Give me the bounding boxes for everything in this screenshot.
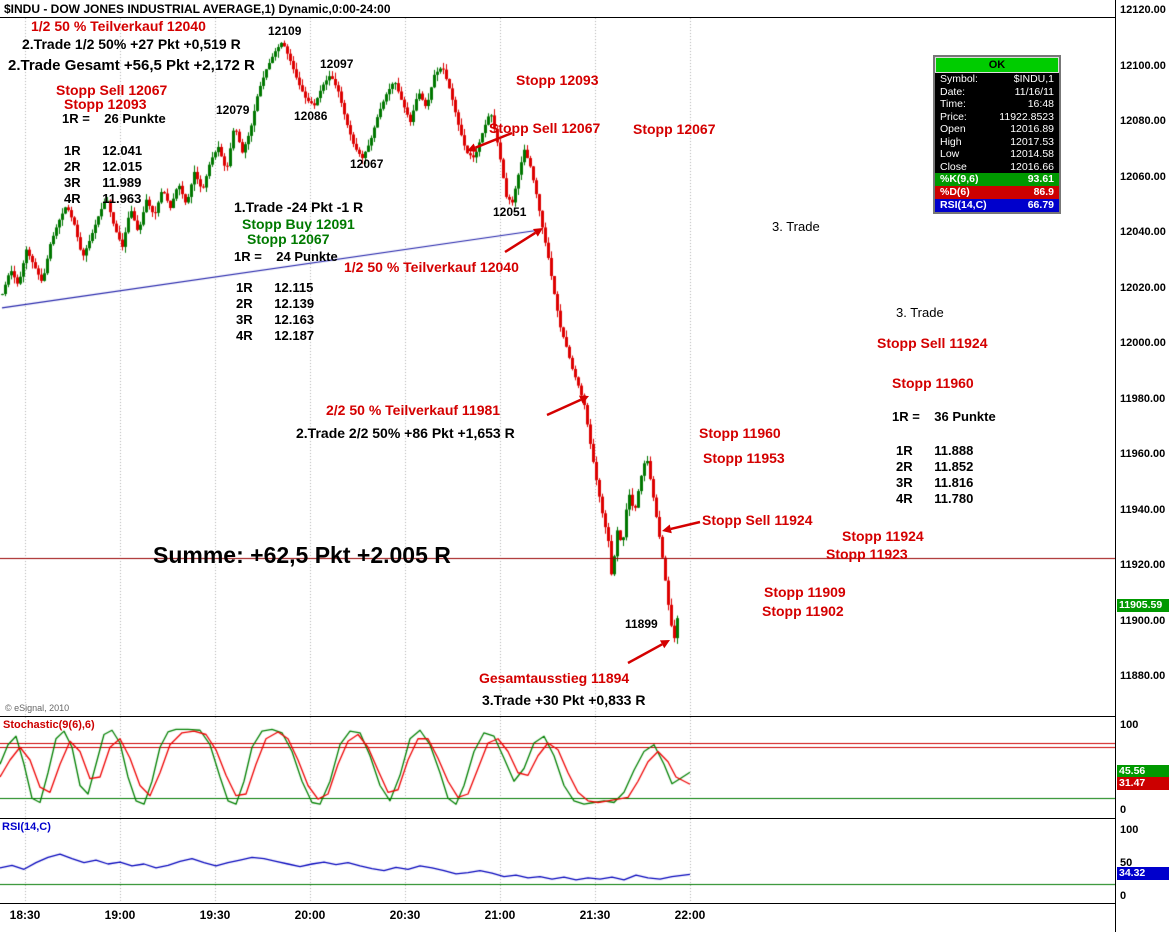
rsi-axis-label: 50	[1120, 857, 1133, 869]
stoch-axis-label: 100	[1120, 719, 1139, 731]
data-window-row: Symbol: $INDU,1	[935, 73, 1059, 86]
time-axis-label: 20:30	[389, 908, 421, 922]
data-window-header: OK	[935, 57, 1059, 73]
data-window-rows: Symbol: $INDU,1 Date: 11/16/11 Time: 16:48 Pri…	[935, 73, 1059, 212]
rsi-value-box: 34.32	[1117, 867, 1169, 880]
data-window-indicator-row: %D(6) 86.9	[935, 186, 1059, 199]
indicator-row-value: 93.61	[1027, 173, 1054, 185]
data-window-row-label: Time:	[940, 98, 966, 110]
data-window-row-value: 12016.66	[1010, 160, 1054, 173]
data-window-row: Price: 11922.8523	[935, 111, 1059, 124]
rsi-axis-label: 100	[1120, 824, 1139, 836]
data-window-indicator-row: RSI(14,C) 66.79	[935, 199, 1059, 212]
esignal-copyright: © eSignal, 2010	[5, 703, 70, 713]
price-axis-label: 12080.00	[1120, 115, 1166, 127]
price-axis-label: 12120.00	[1120, 4, 1166, 16]
data-window-row-value: 12016.89	[1010, 123, 1054, 135]
data-window-row-value: $INDU,1	[1013, 73, 1054, 85]
price-axis-label: 11960.00	[1120, 448, 1166, 460]
time-axis-label: 19:00	[104, 908, 136, 922]
time-axis-label: 22:00	[674, 908, 706, 922]
data-window-row-value: 11922.8523	[999, 110, 1054, 123]
data-window-row-value: 11/16/11	[1014, 85, 1054, 98]
data-window[interactable]: OK Symbol: $INDU,1 Date: 11/16/11 Time: 16:48…	[933, 55, 1061, 214]
price-axis-label: 12100.00	[1120, 60, 1166, 72]
price-axis-label: 11880.00	[1120, 670, 1166, 682]
data-window-indicator-row: %K(9,6) 93.61	[935, 173, 1059, 186]
data-window-row-label: Price:	[940, 110, 967, 123]
data-window-row-value: 16:48	[1027, 98, 1054, 110]
time-axis-label: 19:30	[199, 908, 231, 922]
data-window-row: Time: 16:48	[935, 98, 1059, 111]
stoch-k-value-box: 45.56	[1117, 765, 1169, 778]
stoch-axis-label: 0	[1120, 804, 1127, 816]
data-window-row: Date: 11/16/11	[935, 86, 1059, 99]
data-window-row: Open 12016.89	[935, 123, 1059, 136]
data-window-row-value: 12014.58	[1010, 148, 1054, 160]
data-window-row-label: Close	[940, 160, 967, 173]
panel-separator	[0, 903, 1170, 904]
panel-separator	[0, 716, 1170, 717]
data-window-row-label: Low	[940, 148, 960, 160]
price-axis-label: 11940.00	[1120, 504, 1166, 516]
indicator-row-value: 66.79	[1027, 199, 1054, 211]
price-axis-label: 11980.00	[1120, 393, 1166, 405]
data-window-row-label: Open	[940, 123, 966, 135]
data-window-row-label: High	[940, 135, 962, 148]
data-window-row-label: Date:	[940, 85, 966, 98]
data-window-row-value: 12017.53	[1010, 135, 1054, 148]
last-price-box: 11905.59	[1117, 599, 1169, 612]
price-axis-label: 12060.00	[1120, 171, 1166, 183]
rsi-axis-label: 0	[1120, 890, 1127, 902]
price-axis-label: 12040.00	[1120, 226, 1166, 238]
time-axis-label: 21:00	[484, 908, 516, 922]
stoch-d-value-box: 31.47	[1117, 777, 1169, 790]
price-chart-canvas[interactable]	[0, 18, 1115, 716]
time-axis-label: 21:30	[579, 908, 611, 922]
stochastic-panel-canvas[interactable]	[0, 717, 1115, 818]
indicator-row-label: RSI(14,C)	[940, 199, 987, 211]
time-axis-label: 18:30	[9, 908, 41, 922]
price-axis-label: 11920.00	[1120, 559, 1166, 571]
price-axis-label: 11900.00	[1120, 615, 1166, 627]
indicator-row-label: %D(6)	[940, 186, 970, 198]
panel-separator	[0, 818, 1170, 819]
indicator-row-value: 86.9	[1033, 186, 1054, 198]
stochastic-label: Stochastic(9(6),6)	[3, 719, 95, 731]
chart-title-bar: $INDU - DOW JONES INDUSTRIAL AVERAGE,1) …	[0, 0, 1115, 18]
time-axis-label: 20:00	[294, 908, 326, 922]
rsi-panel-canvas[interactable]	[0, 819, 1115, 903]
rsi-label: RSI(14,C)	[2, 821, 51, 833]
price-axis-label: 12020.00	[1120, 282, 1166, 294]
data-window-row-label: Symbol:	[940, 73, 978, 85]
data-window-row: Close 12016.66	[935, 161, 1059, 174]
data-window-row: High 12017.53	[935, 136, 1059, 149]
chart-title: $INDU - DOW JONES INDUSTRIAL AVERAGE,1) …	[4, 2, 391, 16]
price-axis-label: 12000.00	[1120, 337, 1166, 349]
price-axis[interactable]: 12120.00 12100.00 12080.00 12060.00 12040.00…	[1115, 0, 1170, 932]
time-axis[interactable]: 18:30 19:00 19:30 20:00 20:30 21:00 21:30 22:00	[0, 904, 1115, 932]
indicator-row-label: %K(9,6)	[940, 173, 979, 185]
data-window-row: Low 12014.58	[935, 148, 1059, 161]
